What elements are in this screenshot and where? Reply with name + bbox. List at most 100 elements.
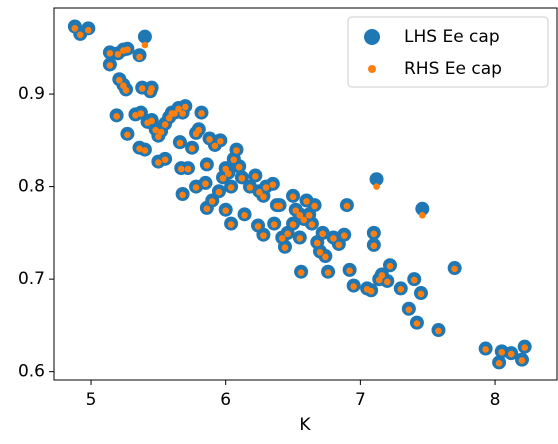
point: [370, 230, 378, 238]
point: [219, 174, 227, 182]
point: [208, 198, 216, 205]
y-tick-label: 0.9: [18, 84, 45, 104]
point: [270, 221, 278, 228]
point: [296, 211, 304, 219]
point: [137, 29, 152, 44]
point: [71, 25, 79, 32]
point: [215, 188, 223, 196]
point: [278, 235, 286, 242]
point: [521, 344, 528, 351]
point: [346, 267, 353, 275]
point: [350, 283, 357, 290]
point: [386, 262, 394, 270]
x-tick-label: 6: [220, 390, 231, 410]
point: [370, 242, 378, 250]
point: [176, 139, 184, 147]
point: [417, 290, 425, 298]
point: [495, 360, 503, 367]
legend-label: LHS Ee cap: [404, 27, 500, 47]
point: [340, 232, 348, 239]
y-tick-label: 0.6: [18, 362, 45, 382]
legend-box: [347, 16, 549, 88]
point: [410, 276, 418, 284]
point: [198, 110, 205, 117]
point: [419, 211, 426, 219]
point: [281, 244, 289, 251]
point: [518, 357, 526, 364]
point: [188, 145, 196, 152]
point: [192, 184, 200, 191]
point: [319, 230, 326, 238]
point: [136, 145, 143, 152]
point: [141, 41, 149, 49]
point: [296, 235, 304, 242]
point: [195, 126, 203, 134]
point: [148, 85, 155, 92]
point: [238, 174, 246, 182]
point: [405, 306, 413, 313]
point: [262, 184, 270, 191]
point: [137, 110, 145, 117]
point: [311, 202, 318, 210]
x-tick-label: 5: [86, 390, 97, 410]
point: [138, 85, 146, 92]
point: [141, 147, 149, 154]
point: [161, 121, 169, 128]
point: [289, 193, 297, 201]
point: [182, 103, 189, 111]
point: [184, 165, 192, 173]
point: [322, 253, 329, 261]
point: [305, 211, 313, 219]
point: [482, 346, 489, 353]
plot-frame: [53, 7, 558, 381]
legend-label: RHS Ee cap: [404, 59, 502, 79]
point: [246, 184, 254, 191]
point: [313, 239, 321, 247]
point: [122, 87, 130, 94]
point: [367, 287, 375, 295]
point: [252, 173, 259, 180]
point: [297, 269, 305, 276]
y-tick-label: 0.7: [18, 269, 45, 289]
point: [155, 159, 162, 166]
point: [276, 202, 283, 210]
point: [378, 272, 386, 279]
point: [335, 241, 343, 249]
x-tick-label: 7: [355, 390, 366, 410]
point: [303, 198, 310, 205]
point: [369, 172, 384, 187]
point: [507, 350, 515, 358]
point: [203, 162, 211, 169]
legend-marker: [364, 29, 380, 45]
point: [177, 165, 185, 173]
point: [202, 180, 209, 188]
point: [148, 117, 155, 125]
point: [124, 131, 131, 139]
point: [106, 62, 114, 69]
y-tick-label: 0.8: [18, 177, 45, 197]
point: [254, 223, 262, 230]
point: [235, 163, 243, 171]
point: [324, 269, 332, 276]
point: [76, 31, 84, 39]
point: [343, 202, 351, 210]
point: [308, 221, 316, 228]
point: [330, 235, 337, 242]
point: [260, 232, 267, 239]
point: [260, 193, 267, 201]
point: [113, 112, 120, 120]
point: [256, 188, 263, 196]
point: [384, 278, 391, 286]
point: [116, 76, 123, 84]
point: [152, 126, 159, 134]
x-tick-label: 8: [490, 390, 501, 410]
point: [415, 201, 430, 216]
point: [203, 205, 211, 213]
x-axis-label: K: [299, 415, 311, 435]
point: [124, 46, 131, 53]
point: [171, 110, 178, 117]
point: [175, 105, 182, 113]
point: [316, 248, 324, 256]
point: [179, 191, 186, 199]
